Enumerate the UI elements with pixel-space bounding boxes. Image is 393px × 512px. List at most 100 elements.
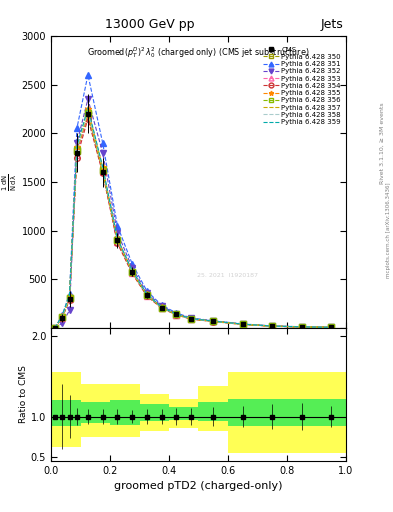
Y-axis label: Ratio to CMS: Ratio to CMS [19,366,28,423]
Pythia 6.428 350 [130,269,134,275]
Pythia 6.428 355 [299,324,304,330]
Pythia 6.428 352 [174,310,179,316]
Pythia 6.428 359 [189,315,193,322]
Pythia 6.428 350 [115,237,120,243]
Pythia 6.428 351 [60,312,64,318]
Pythia 6.428 350 [145,292,149,298]
Pythia 6.428 355 [189,315,193,322]
Pythia 6.428 353 [67,296,72,302]
Pythia 6.428 354 [115,240,120,246]
Pythia 6.428 356 [329,324,333,330]
Pythia 6.428 356 [67,295,72,301]
Line: Pythia 6.428 351: Pythia 6.428 351 [52,72,334,331]
Pythia 6.428 352 [211,318,216,324]
Pythia 6.428 359 [241,321,245,327]
Pythia 6.428 351 [329,324,333,330]
Pythia 6.428 351 [174,310,179,316]
Pythia 6.428 351 [115,223,120,229]
Pythia 6.428 354 [299,324,304,330]
Text: 13000 GeV pp: 13000 GeV pp [105,18,194,31]
Pythia 6.428 354 [100,170,105,176]
Pythia 6.428 353 [159,305,164,311]
Pythia 6.428 353 [329,324,333,330]
Pythia 6.428 359 [52,325,57,331]
Pythia 6.428 355 [159,304,164,310]
Pythia 6.428 352 [52,325,57,331]
Pythia 6.428 357 [100,167,105,174]
X-axis label: groomed pTD2 (charged-only): groomed pTD2 (charged-only) [114,481,283,491]
Pythia 6.428 355 [241,321,245,327]
Pythia 6.428 358 [159,304,164,310]
Pythia 6.428 352 [86,96,90,102]
Pythia 6.428 355 [60,313,64,319]
Pythia 6.428 352 [67,307,72,313]
Pythia 6.428 354 [159,305,164,311]
Pythia 6.428 356 [159,305,164,311]
Pythia 6.428 355 [130,268,134,274]
Pythia 6.428 358 [189,316,193,322]
Pythia 6.428 357 [67,295,72,302]
Pythia 6.428 358 [100,166,105,172]
Pythia 6.428 358 [174,311,179,317]
Pythia 6.428 358 [75,145,79,152]
Pythia 6.428 351 [75,125,79,132]
Text: Rivet 3.1.10, ≥ 3M events: Rivet 3.1.10, ≥ 3M events [380,102,384,184]
Pythia 6.428 357 [159,305,164,311]
Pythia 6.428 354 [67,296,72,303]
Pythia 6.428 356 [86,110,90,116]
Pythia 6.428 350 [60,314,64,321]
Pythia 6.428 359 [270,323,275,329]
Pythia 6.428 356 [130,269,134,275]
Pythia 6.428 357 [52,325,57,331]
Pythia 6.428 353 [115,239,120,245]
Pythia 6.428 354 [270,323,275,329]
Pythia 6.428 354 [211,318,216,325]
Pythia 6.428 351 [241,321,245,327]
Pythia 6.428 354 [145,293,149,299]
Pythia 6.428 353 [270,323,275,329]
Pythia 6.428 358 [52,325,57,331]
Pythia 6.428 351 [159,302,164,308]
Pythia 6.428 352 [270,323,275,329]
Pythia 6.428 350 [241,321,245,327]
Pythia 6.428 355 [67,293,72,299]
Pythia 6.428 356 [270,323,275,329]
Pythia 6.428 358 [270,323,275,329]
Pythia 6.428 359 [75,143,79,149]
Pythia 6.428 357 [86,110,90,116]
Pythia 6.428 356 [241,321,245,327]
Pythia 6.428 355 [86,106,90,112]
Pythia 6.428 350 [189,316,193,322]
Pythia 6.428 351 [211,317,216,324]
Pythia 6.428 350 [52,325,57,331]
Line: Pythia 6.428 352: Pythia 6.428 352 [52,96,334,331]
Pythia 6.428 352 [299,324,304,330]
Pythia 6.428 359 [130,267,134,273]
Pythia 6.428 353 [100,169,105,175]
Text: mcplots.cern.ch [arXiv:1306.3436]: mcplots.cern.ch [arXiv:1306.3436] [386,183,391,278]
Pythia 6.428 353 [211,318,216,325]
Pythia 6.428 354 [75,155,79,161]
Line: Pythia 6.428 353: Pythia 6.428 353 [52,113,334,331]
Pythia 6.428 351 [67,291,72,297]
Pythia 6.428 358 [60,314,64,320]
Pythia 6.428 351 [86,72,90,78]
Line: Pythia 6.428 357: Pythia 6.428 357 [55,113,331,328]
Pythia 6.428 359 [67,292,72,298]
Pythia 6.428 356 [52,325,57,331]
Pythia 6.428 357 [241,321,245,327]
Pythia 6.428 350 [329,324,333,330]
Pythia 6.428 357 [115,237,120,243]
Pythia 6.428 351 [52,325,57,331]
Pythia 6.428 357 [211,318,216,325]
Text: 25. 2021  I1920187: 25. 2021 I1920187 [197,273,259,278]
Pythia 6.428 350 [75,147,79,154]
Pythia 6.428 351 [189,315,193,321]
Pythia 6.428 353 [60,315,64,321]
Pythia 6.428 352 [241,321,245,327]
Pythia 6.428 353 [174,312,179,318]
Pythia 6.428 353 [130,270,134,276]
Pythia 6.428 358 [130,268,134,274]
Pythia 6.428 357 [174,311,179,317]
Pythia 6.428 352 [60,320,64,326]
